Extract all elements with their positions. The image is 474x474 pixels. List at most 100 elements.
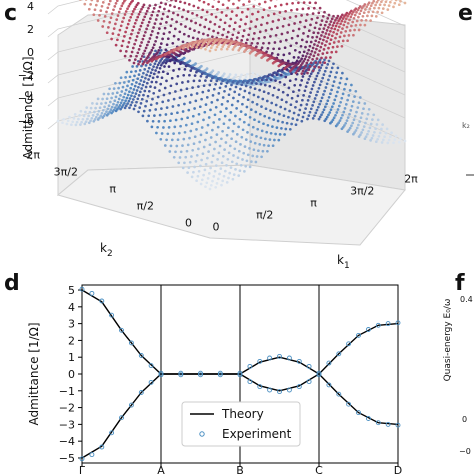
surface-point xyxy=(159,137,163,141)
surface-point xyxy=(182,56,186,60)
surface-point xyxy=(204,47,207,51)
surface-point xyxy=(372,0,376,3)
surface-point xyxy=(121,104,125,107)
surface-point xyxy=(123,35,126,38)
surface-point xyxy=(278,133,282,136)
surface-point xyxy=(128,19,131,22)
surface-point xyxy=(236,99,240,103)
surface-point xyxy=(336,45,339,48)
surface-point xyxy=(325,66,328,70)
surface-point xyxy=(227,126,230,130)
surface-point xyxy=(205,96,209,99)
surface-point xyxy=(101,1,105,4)
surface-point xyxy=(121,2,125,5)
surface-point xyxy=(296,34,300,38)
surface-point xyxy=(295,8,299,11)
surface-point xyxy=(301,115,305,119)
surface-point xyxy=(184,155,188,159)
surface-point xyxy=(301,69,305,73)
surface-point xyxy=(122,81,126,84)
surface-point xyxy=(186,46,189,49)
surface-point xyxy=(226,157,230,161)
surface-point xyxy=(359,9,363,13)
surface-point xyxy=(194,21,198,25)
surface-point xyxy=(108,0,112,3)
surface-point xyxy=(176,13,180,17)
surface-point xyxy=(122,16,126,20)
surface-point xyxy=(380,0,383,4)
surface-point xyxy=(330,17,334,21)
surface-point xyxy=(337,40,341,43)
surface-point xyxy=(341,92,345,96)
surface-point xyxy=(215,182,219,185)
surface-point xyxy=(199,133,203,137)
surface-point xyxy=(347,94,351,97)
surface-point xyxy=(284,127,288,131)
surface-point xyxy=(295,59,299,63)
surface-point xyxy=(205,10,209,14)
surface-point xyxy=(187,3,191,6)
surface-point xyxy=(178,96,182,100)
surface-point xyxy=(227,75,231,79)
surface-point xyxy=(306,71,309,75)
surface-point xyxy=(351,100,355,103)
surface-point xyxy=(362,107,365,111)
surface-point xyxy=(142,93,145,97)
surface-point xyxy=(302,67,306,70)
surface-point xyxy=(119,7,122,11)
surface-point xyxy=(322,93,325,96)
surface-point xyxy=(355,126,359,130)
surface-point xyxy=(102,92,106,96)
surface-point xyxy=(368,126,372,130)
surface-point xyxy=(181,144,184,147)
surface-point xyxy=(369,4,373,8)
surface-point xyxy=(323,89,326,93)
surface-point xyxy=(276,26,279,30)
surface-point xyxy=(313,26,317,30)
surface-point xyxy=(293,83,297,87)
surface-point xyxy=(352,132,355,136)
surface-point xyxy=(222,28,226,31)
surface-point xyxy=(353,28,356,32)
surface-point xyxy=(293,22,296,25)
surface-point xyxy=(308,56,311,59)
surface-point xyxy=(149,33,153,37)
surface-point xyxy=(182,8,185,12)
surface-point xyxy=(189,129,193,133)
surface-point xyxy=(386,8,390,11)
surface-point xyxy=(123,92,127,96)
surface-point xyxy=(101,25,105,28)
surface-point xyxy=(154,80,158,84)
experiment-point xyxy=(296,358,302,364)
surface-point xyxy=(137,110,140,114)
x-tick-label: D xyxy=(394,464,402,474)
surface-point xyxy=(252,93,256,97)
surface-point xyxy=(227,93,231,97)
surface-point xyxy=(332,102,335,105)
surface-point xyxy=(176,74,180,78)
surface-point xyxy=(84,110,87,114)
surface-point xyxy=(264,29,268,32)
surface-point xyxy=(232,2,235,6)
experiment-point xyxy=(158,370,164,376)
surface-point xyxy=(355,11,358,14)
surface-point xyxy=(260,46,264,50)
surface-point xyxy=(187,34,191,38)
surface-point xyxy=(288,127,292,131)
experiment-point xyxy=(267,355,273,361)
surface-point xyxy=(343,34,346,38)
surface-point xyxy=(343,124,346,127)
surface-point xyxy=(173,5,176,9)
surface-point xyxy=(189,19,193,23)
surface-point xyxy=(258,2,261,6)
surface-point xyxy=(202,0,206,4)
surface-point xyxy=(339,76,343,80)
surface-point xyxy=(144,104,147,108)
surface-point xyxy=(208,49,212,53)
surface-point xyxy=(325,51,329,55)
surface-point xyxy=(240,73,243,77)
surface-point xyxy=(183,130,187,134)
surface-point xyxy=(322,38,325,42)
surface-point xyxy=(302,59,305,63)
